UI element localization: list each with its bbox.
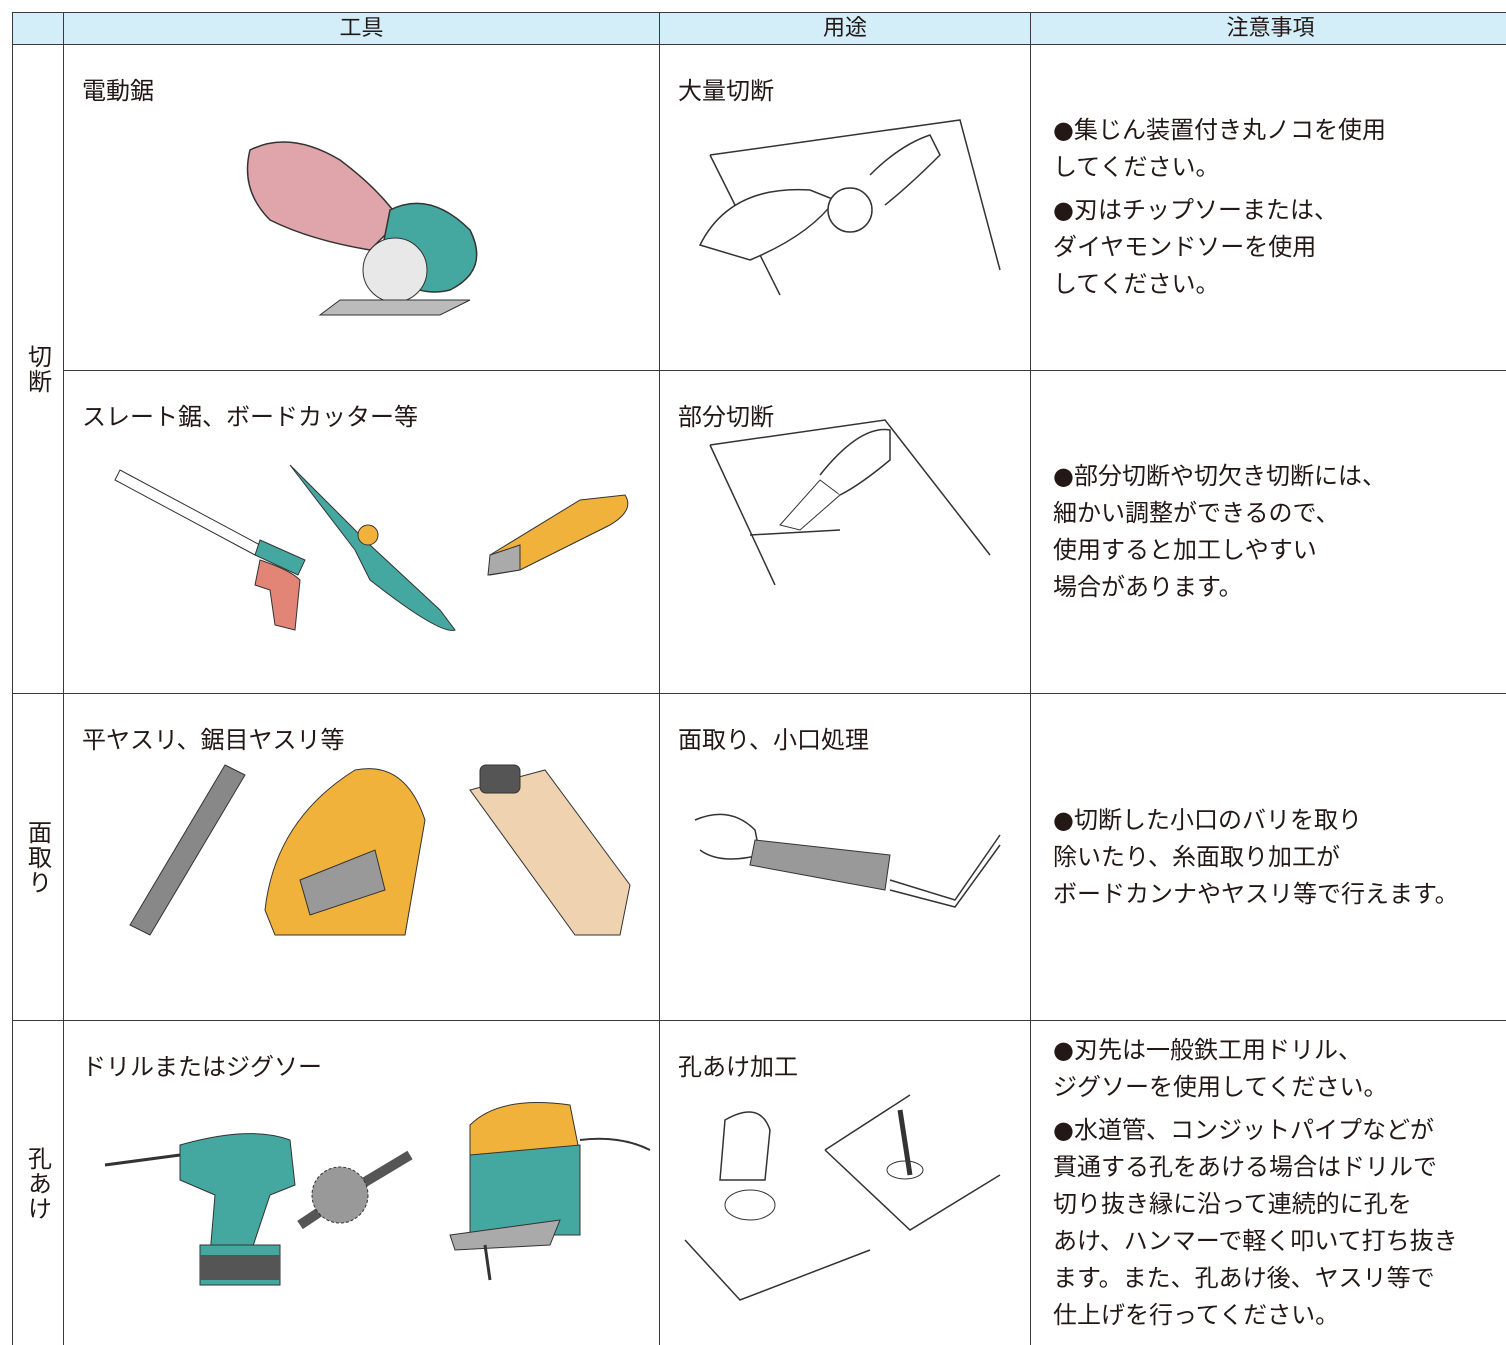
header-corner bbox=[12, 12, 63, 44]
category-cell: 孔あけ bbox=[12, 1020, 63, 1345]
note-line: ●集じん装置付き丸ノコを使用 bbox=[1053, 116, 1386, 144]
tool-cell: 平ヤスリ、鋸目ヤスリ等 bbox=[63, 693, 659, 1020]
note-paragraph: ●刃はチップソーまたは、 ダイヤモンドソーを使用 してください。 bbox=[1053, 192, 1506, 303]
tool-name: 平ヤスリ、鋸目ヤスリ等 bbox=[82, 726, 345, 754]
note-paragraph: ●切断した小口のバリを取り 除いたり、糸面取り加工がボードカンナやヤスリ等で行えま… bbox=[1053, 802, 1506, 913]
note-line: 場合があります。 bbox=[1053, 573, 1243, 601]
note-line: あけ、ハンマーで軽く叩いて打ち抜き bbox=[1053, 1227, 1458, 1255]
cutting-illustration bbox=[698, 119, 1001, 296]
notes-cell: ●切断した小口のバリを取り 除いたり、糸面取り加工がボードカンナやヤスリ等で行えま… bbox=[1030, 693, 1506, 1020]
note-line: ます。また、孔あけ後、ヤスリ等で bbox=[1053, 1264, 1435, 1292]
category-label: 面取り bbox=[23, 819, 52, 895]
category-cell: 面取り bbox=[12, 693, 63, 1020]
use-cell: 面取り、小口処理 bbox=[659, 693, 1030, 1020]
note-line: ダイヤモンドソーを使用 bbox=[1053, 233, 1317, 261]
use-name: 部分切断 bbox=[678, 403, 774, 431]
notes-cell: ●刃先は一般鉄工用ドリル、 ジグソーを使用してください。 ●水道管、コンジットパイプ… bbox=[1030, 1020, 1506, 1345]
partial-cut-illustration bbox=[709, 419, 991, 585]
files-illustration bbox=[129, 764, 631, 936]
note-line: してください。 bbox=[1053, 153, 1220, 181]
note-line: 除いたり、糸面取り加工が bbox=[1053, 842, 1341, 871]
use-name: 孔あけ加工 bbox=[678, 1053, 798, 1081]
note-paragraph: ●部分切断や切欠き切断には、 細かい調整ができるので、 使用すると加工しやすい 場合が… bbox=[1053, 458, 1506, 606]
note-line: 仕上げを行ってください。 bbox=[1053, 1301, 1340, 1329]
note-paragraph: ●水道管、コンジットパイプなどが 貫通する孔をあける場合はドリルで 切り抜き縁に沿っ… bbox=[1053, 1112, 1506, 1334]
note-line: ●切断した小口のバリを取り bbox=[1053, 805, 1362, 834]
tool-name: ドリルまたはジグソー bbox=[82, 1053, 322, 1081]
use-name: 大量切断 bbox=[678, 77, 774, 105]
tool-name: 電動鋸 bbox=[82, 77, 154, 105]
use-cell: 部分切断 bbox=[659, 370, 1030, 693]
circular-saw-illustration bbox=[246, 141, 478, 316]
note-line: 使用すると加工しやすい bbox=[1053, 536, 1317, 564]
notes-cell: ●集じん装置付き丸ノコを使用 してください。 ●刃はチップソーまたは、 ダイヤモンドソ… bbox=[1030, 44, 1506, 370]
header-cell: 注意事項 bbox=[1030, 12, 1506, 44]
use-cell: 孔あけ加工 bbox=[659, 1020, 1030, 1345]
tool-name: スレート鋸、ボードカッター等 bbox=[82, 403, 418, 431]
note-line: 細かい調整ができるので、 bbox=[1053, 499, 1340, 527]
note-line: ●刃はチップソーまたは、 bbox=[1053, 196, 1338, 224]
category-label: 切断 bbox=[23, 344, 52, 394]
category-cell: 切断 bbox=[12, 44, 63, 693]
header-cell: 用途 bbox=[659, 12, 1030, 44]
drills-illustration bbox=[104, 1102, 651, 1286]
chamfer-illustration bbox=[694, 813, 1001, 908]
use-cell: 大量切断 bbox=[659, 44, 1030, 370]
tool-cell: スレート鋸、ボードカッター等 bbox=[63, 370, 659, 693]
note-paragraph: ●集じん装置付き丸ノコを使用 してください。 bbox=[1053, 112, 1506, 186]
note-line: ジグソーを使用してください。 bbox=[1053, 1073, 1388, 1101]
drilling-illustration bbox=[684, 1094, 1001, 1301]
use-name: 面取り、小口処理 bbox=[678, 726, 870, 754]
note-line: 貫通する孔をあける場合はドリルで bbox=[1053, 1153, 1437, 1181]
tool-cell: ドリルまたはジグソー bbox=[63, 1020, 659, 1345]
note-line: ボードカンナやヤスリ等で行えます。 bbox=[1053, 879, 1459, 908]
note-line: ●刃先は一般鉄工用ドリル、 bbox=[1053, 1036, 1362, 1064]
tool-cell: 電動鋸 bbox=[63, 44, 659, 370]
category-label: 孔あけ bbox=[23, 1145, 52, 1221]
note-line: ●水道管、コンジットパイプなどが bbox=[1053, 1116, 1434, 1144]
header-cell: 工具 bbox=[63, 12, 659, 44]
note-line: ●部分切断や切欠き切断には、 bbox=[1053, 462, 1386, 490]
note-paragraph: ●刃先は一般鉄工用ドリル、 ジグソーを使用してください。 bbox=[1053, 1032, 1506, 1106]
note-line: してください。 bbox=[1053, 270, 1220, 298]
note-line: 切り抜き縁に沿って連続的に孔を bbox=[1053, 1190, 1412, 1218]
saws-illustration bbox=[114, 464, 629, 631]
notes-cell: ●部分切断や切欠き切断には、 細かい調整ができるので、 使用すると加工しやすい 場合が… bbox=[1030, 370, 1506, 693]
